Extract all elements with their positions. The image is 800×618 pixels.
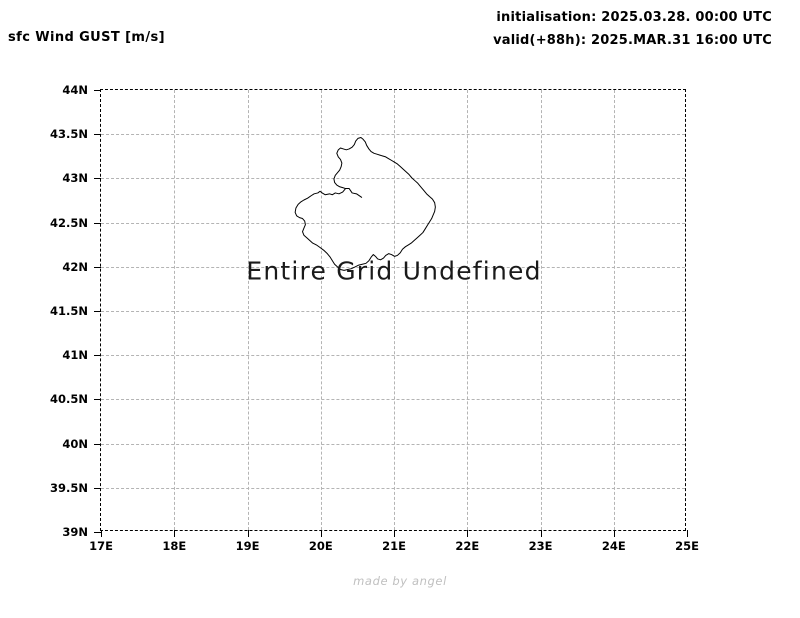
valid-time: valid(+88h): 2025.MAR.31 16:00 UTC (493, 33, 772, 48)
gridline-longitude (174, 90, 176, 530)
tick-latitude (94, 311, 101, 312)
axis-label-latitude: 42.5N (50, 215, 88, 230)
axis-label-longitude: 17E (89, 539, 113, 553)
page-title: sfc Wind GUST [m/s] (8, 30, 166, 45)
axis-label-latitude: 43N (62, 171, 88, 186)
gridline-longitude (467, 90, 469, 530)
axis-label-latitude: 40.5N (50, 392, 88, 407)
gridline-longitude (394, 90, 396, 530)
axis-label-latitude: 42N (62, 259, 88, 274)
tick-latitude (94, 266, 101, 268)
gridline-latitude (101, 266, 685, 269)
tick-longitude (613, 530, 615, 537)
axis-label-longitude: 21E (382, 539, 406, 553)
gridline-latitude (101, 178, 685, 180)
tick-longitude (320, 530, 322, 537)
gridline-latitude (101, 487, 685, 490)
forecast-run-info: initialisation: 2025.03.28. 00:00 UTC va… (493, 6, 772, 52)
axis-label-latitude: 44N (62, 83, 88, 97)
entire-grid-undefined-message: Entire Grid Undefined (246, 256, 542, 286)
gridline-latitude (101, 311, 685, 313)
axis-label-latitude: 39.5N (50, 480, 88, 495)
tick-latitude (94, 134, 101, 136)
gridline-latitude (101, 355, 685, 357)
tick-longitude (101, 530, 102, 537)
axis-label-latitude: 39N (62, 525, 88, 539)
axis-label-longitude: 25E (675, 539, 699, 553)
axis-label-longitude: 23E (528, 539, 553, 553)
axis-label-latitude: 40N (62, 436, 88, 451)
axis-label-latitude: 41N (62, 348, 88, 363)
tick-latitude (94, 487, 101, 489)
tick-longitude (247, 530, 249, 537)
kosovo-border-outline (294, 136, 436, 271)
tick-latitude (94, 532, 101, 533)
tick-latitude (94, 399, 101, 401)
tick-latitude (94, 90, 101, 91)
overlay-layer: Entire Grid Undefined (101, 90, 685, 530)
gridline-latitude (101, 222, 685, 225)
gridline-latitude (101, 134, 685, 136)
tick-latitude (94, 443, 101, 445)
axis-label-longitude: 20E (308, 539, 333, 553)
header: sfc Wind GUST [m/s] initialisation: 2025… (0, 0, 800, 60)
tick-latitude (94, 222, 101, 224)
initialisation-time: initialisation: 2025.03.28. 00:00 UTC (496, 10, 772, 25)
map-layer (101, 90, 685, 530)
axis-label-longitude: 18E (162, 539, 187, 553)
tick-latitude (94, 355, 101, 357)
tick-longitude (394, 530, 395, 537)
gridline-latitude (101, 443, 685, 446)
tick-longitude (687, 530, 688, 537)
tick-longitude (540, 530, 542, 537)
map-plot-frame: Entire Grid Undefined 39N 39.5N 40N 40.5N 41… (50, 83, 699, 553)
gridline-latitude (101, 399, 685, 401)
axis-label-longitude: 22E (455, 539, 480, 553)
axis-label-longitude: 24E (601, 539, 626, 553)
axis-label-longitude: 19E (235, 539, 260, 553)
gridline-longitude (320, 90, 323, 530)
tick-latitude (94, 178, 101, 180)
gridline-longitude (613, 90, 616, 530)
footer-credit: made by angel (353, 574, 447, 588)
tick-longitude (467, 530, 469, 537)
axis-label-latitude: 41.5N (50, 304, 88, 318)
axis-label-latitude: 43.5N (50, 127, 88, 142)
gridline-longitude (247, 90, 250, 530)
gridline-longitude (540, 90, 543, 530)
tick-longitude (174, 530, 176, 537)
grid-layer (101, 90, 685, 530)
